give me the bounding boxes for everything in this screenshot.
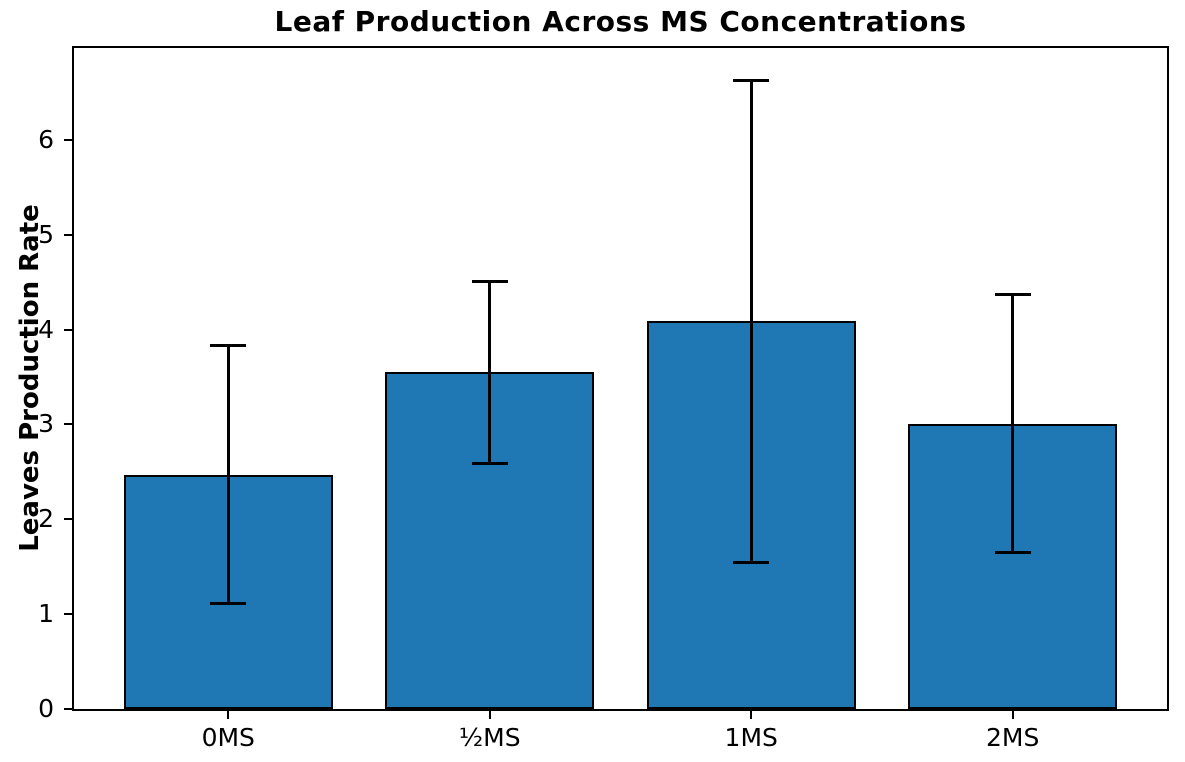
y-tick-label: 0 <box>38 694 54 723</box>
error-bar-line <box>226 345 230 604</box>
y-tick-mark <box>64 328 72 331</box>
error-bar-cap-bottom <box>994 551 1031 555</box>
y-tick-mark <box>64 138 72 141</box>
x-tick-mark <box>750 711 753 719</box>
y-tick-mark <box>64 613 72 616</box>
error-bar-line <box>749 80 753 563</box>
bar <box>908 423 1118 709</box>
x-tick-label: 1MS <box>724 723 778 752</box>
plot-area: 0 1 2 3 4 5 6 0MS ½MS 1MS 2MS <box>38 46 1169 752</box>
x-tick-mark <box>227 711 230 719</box>
x-tick-label: 0MS <box>201 723 255 752</box>
error-bar-line <box>1011 294 1015 553</box>
error-bar-line <box>488 281 492 464</box>
error-bar-cap-top <box>733 78 770 82</box>
error-bar-cap-top <box>994 293 1031 297</box>
y-tick-label: 3 <box>38 409 54 439</box>
y-tick-label: 1 <box>38 599 54 629</box>
y-tick-label: 5 <box>38 219 54 249</box>
error-bar-cap-top <box>471 279 508 283</box>
error-bar-cap-bottom <box>733 560 770 564</box>
error-bar-cap-bottom <box>471 461 508 465</box>
x-tick-mark <box>488 711 491 719</box>
y-tick-mark <box>64 518 72 521</box>
chart-title: Leaf Production Across MS Concentrations <box>274 5 967 38</box>
y-tick-label: 6 <box>38 124 54 154</box>
error-bar-cap-top <box>210 344 247 348</box>
y-axis-label: Leaves Production Rate <box>15 204 45 552</box>
y-tick-label: 4 <box>38 314 54 344</box>
y-tick-mark <box>64 423 72 426</box>
x-tick-label: ½MS <box>458 723 521 752</box>
error-bar-cap-bottom <box>210 602 247 606</box>
x-tick-label: 2MS <box>986 723 1040 752</box>
x-tick-mark <box>1011 711 1014 719</box>
y-tick-mark <box>64 708 72 710</box>
y-tick-mark <box>64 233 72 236</box>
y-tick-label: 2 <box>38 504 54 534</box>
